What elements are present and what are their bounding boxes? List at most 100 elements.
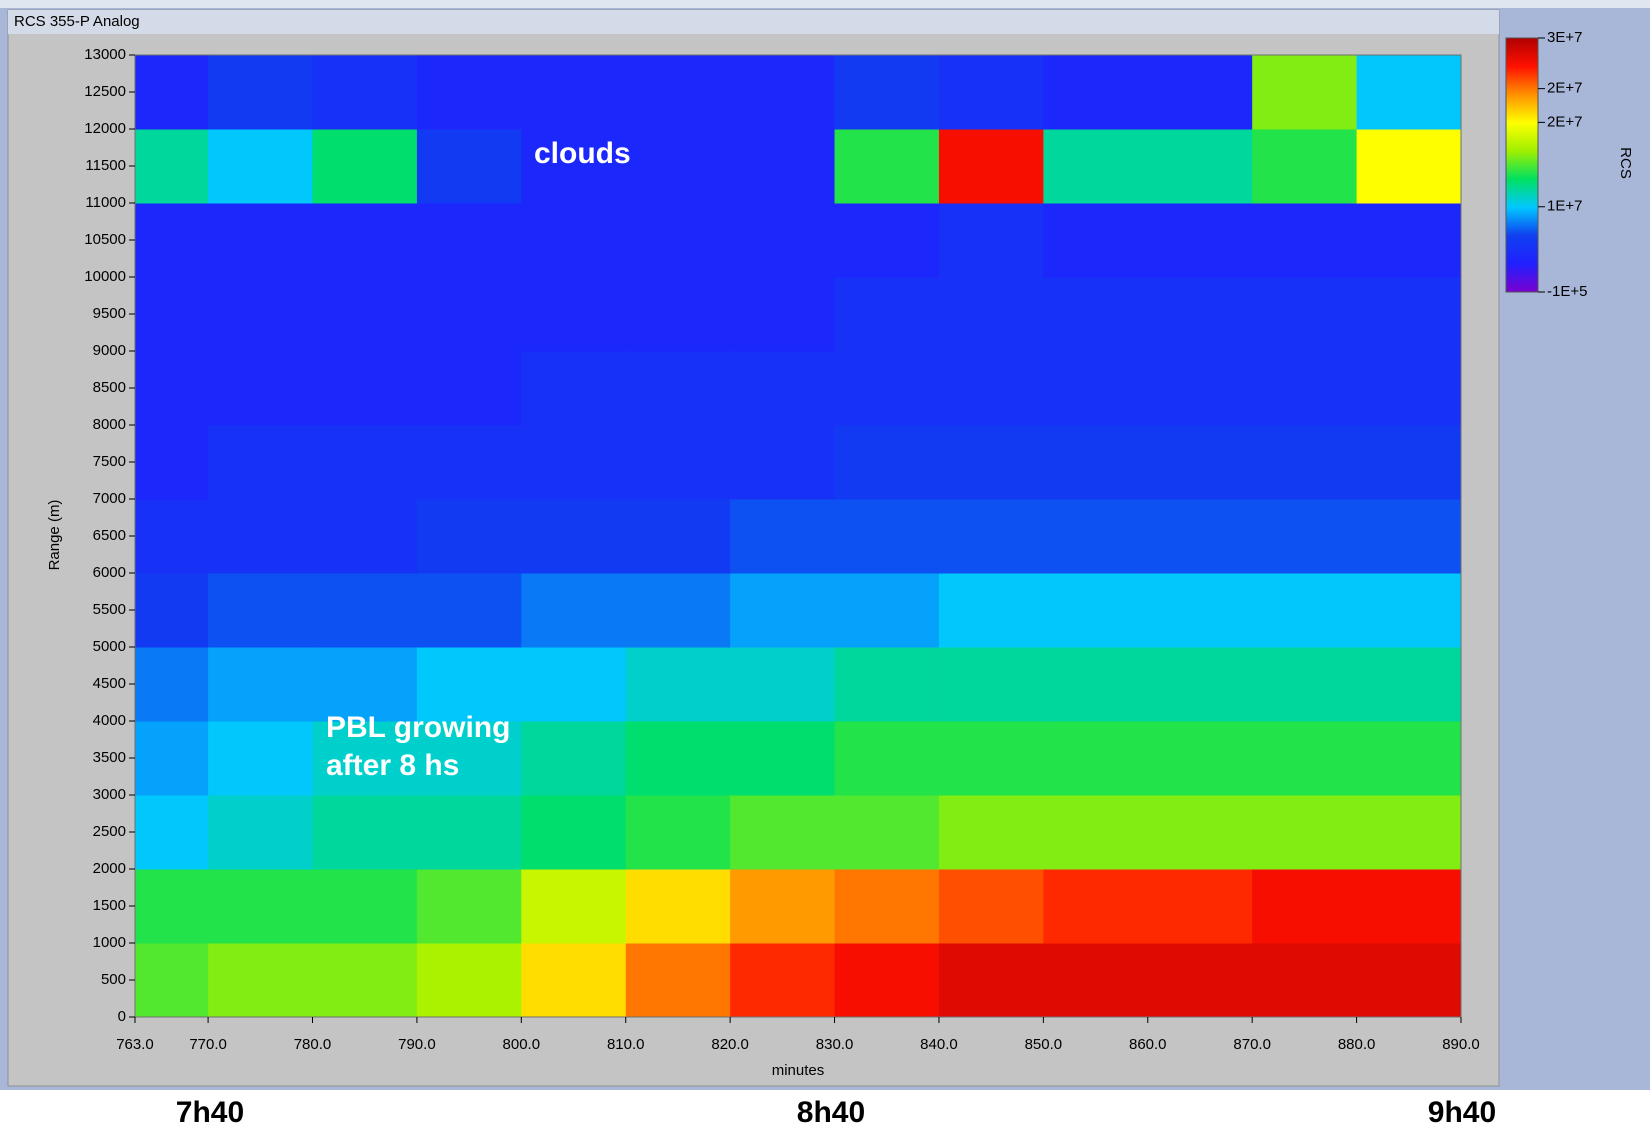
- x-tick-label: 860.0: [1129, 1036, 1167, 1053]
- heat-cell: [1147, 721, 1253, 796]
- colorbar-tick-label: 3E+7: [1547, 29, 1582, 46]
- heat-cell: [1147, 277, 1253, 352]
- heat-cell: [416, 573, 522, 648]
- title-bar: [8, 10, 1499, 34]
- heat-cell: [135, 647, 209, 722]
- heat-cell: [416, 499, 522, 574]
- y-tick-label: 6500: [93, 527, 126, 544]
- heat-cell: [312, 499, 418, 574]
- time-label: 9h40: [1428, 1096, 1496, 1129]
- heat-cell: [1252, 573, 1358, 648]
- heat-cell: [938, 795, 1044, 870]
- heat-cell: [521, 647, 627, 722]
- heat-cell: [135, 869, 209, 944]
- heat-cell: [1043, 573, 1149, 648]
- x-tick-label: 820.0: [711, 1036, 749, 1053]
- y-tick-label: 1000: [93, 934, 126, 951]
- heat-cell: [834, 943, 940, 1018]
- y-tick-label: 2000: [93, 860, 126, 877]
- heat-cell: [625, 943, 731, 1018]
- heat-cell: [1147, 351, 1253, 426]
- y-tick-label: 5000: [93, 638, 126, 655]
- heat-cell: [135, 203, 209, 278]
- heat-cell: [1356, 351, 1462, 426]
- heat-cell: [834, 647, 940, 722]
- y-tick-label: 11500: [85, 157, 126, 174]
- heat-cell: [1043, 869, 1149, 944]
- heat-cell: [521, 203, 627, 278]
- heat-cell: [1356, 277, 1462, 352]
- heat-cell: [938, 277, 1044, 352]
- y-tick-label: 7000: [93, 490, 126, 507]
- heat-cell: [1043, 55, 1149, 130]
- heat-cell: [135, 351, 209, 426]
- heat-cell: [730, 869, 836, 944]
- heat-cell: [1147, 129, 1253, 204]
- y-tick-label: 10000: [84, 268, 126, 285]
- heat-cell: [1356, 129, 1462, 204]
- heat-cell: [1147, 499, 1253, 574]
- heat-cell: [625, 499, 731, 574]
- heat-cell: [208, 425, 313, 500]
- y-tick-label: 7500: [93, 453, 126, 470]
- y-tick-label: 8500: [93, 379, 126, 396]
- heat-cell: [416, 943, 522, 1018]
- y-tick-label: 2500: [93, 823, 126, 840]
- heat-cell: [625, 203, 731, 278]
- x-tick-label: 780.0: [294, 1036, 332, 1053]
- heat-cell: [135, 277, 209, 352]
- heat-cell: [1043, 425, 1149, 500]
- heat-cell: [1252, 351, 1358, 426]
- heat-cell: [1252, 721, 1358, 796]
- heat-cell: [135, 129, 209, 204]
- heat-cell: [135, 425, 209, 500]
- heat-cell: [1252, 795, 1358, 870]
- heat-cell: [208, 647, 313, 722]
- heat-cell: [730, 573, 836, 648]
- heat-cell: [312, 721, 418, 796]
- heat-cell: [416, 721, 522, 796]
- heat-cell: [1356, 499, 1462, 574]
- heat-cell: [1252, 277, 1358, 352]
- heat-cell: [730, 721, 836, 796]
- time-label: 8h40: [797, 1096, 865, 1129]
- y-axis-label: Range (m): [46, 500, 63, 571]
- heat-cell: [208, 203, 313, 278]
- heat-cell: [312, 795, 418, 870]
- y-tick-label: 10500: [84, 231, 126, 248]
- heat-cell: [834, 573, 940, 648]
- heat-cell: [730, 351, 836, 426]
- heat-cell: [416, 277, 522, 352]
- heat-cell: [416, 129, 522, 204]
- heat-cell: [135, 943, 209, 1018]
- heat-cell: [135, 573, 209, 648]
- heat-cell: [521, 351, 627, 426]
- x-tick-label: 840.0: [920, 1036, 958, 1053]
- heat-cell: [416, 203, 522, 278]
- heat-cell: [730, 129, 836, 204]
- heat-cell: [312, 203, 418, 278]
- y-tick-label: 13000: [84, 46, 126, 63]
- colorbar: [1505, 37, 1539, 293]
- y-tick-label: 8000: [93, 416, 126, 433]
- heat-cell: [730, 943, 836, 1018]
- heatmap: [135, 55, 1462, 1018]
- colorbar-tick-label: 2E+7: [1547, 80, 1582, 97]
- heat-cell: [1356, 869, 1462, 944]
- x-tick-label: 850.0: [1025, 1036, 1063, 1053]
- heat-cell: [135, 795, 209, 870]
- heat-cell: [416, 351, 522, 426]
- heat-cell: [1147, 943, 1253, 1018]
- heat-cell: [1043, 721, 1149, 796]
- heat-cell: [208, 499, 313, 574]
- heat-cell: [1147, 573, 1253, 648]
- heat-cell: [208, 129, 313, 204]
- heat-cell: [135, 55, 209, 130]
- y-tick-label: 4500: [93, 675, 126, 692]
- heat-cell: [1356, 795, 1462, 870]
- colorbar-tick-label: 2E+7: [1547, 113, 1582, 130]
- heat-cell: [521, 55, 627, 130]
- heat-cell: [312, 277, 418, 352]
- heat-cell: [1043, 351, 1149, 426]
- heat-cell: [312, 425, 418, 500]
